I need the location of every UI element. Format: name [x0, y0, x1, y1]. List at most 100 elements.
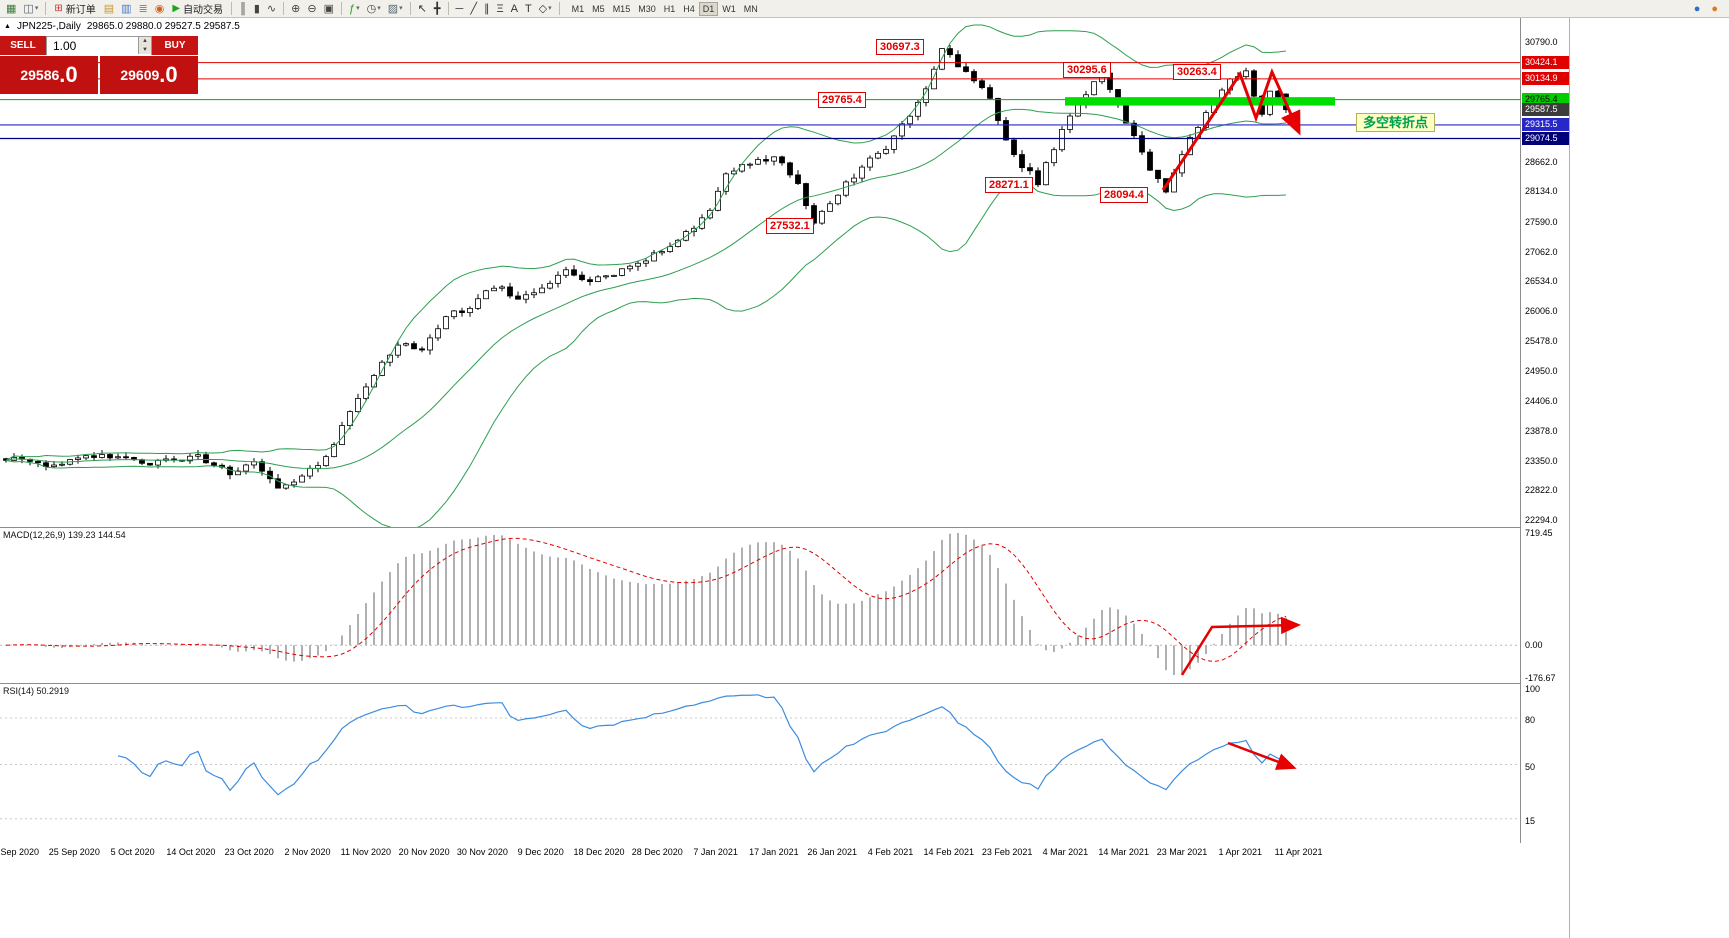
price-axis[interactable]: 30790.0 28662.0 28134.0 27590.0 27062.0 26534…: [1520, 18, 1569, 843]
timeframe-h4-button[interactable]: H4: [683, 3, 695, 14]
channel-icon[interactable]: ∥: [483, 2, 490, 15]
turning-point-note[interactable]: 多空转折点: [1356, 113, 1436, 132]
rsi-axis-level: 80: [1525, 715, 1536, 725]
toolbar: ▦ ◫ ▾ ⊞ 新订单 ▤ ▥ ≣ ◉ ▶ 自动交易 ║ ▮ ∿ ⊕ ⊖ ▣ ƒ ▾ ◷ ▾ ▨ ▾ ↖ ╋ ─ ╱ ∥ Ξ A T ◇ ▾ M1…: [0, 0, 1729, 18]
zoom-out-icon[interactable]: ⊖: [307, 2, 317, 15]
timeframe-mn-button[interactable]: MN: [743, 3, 758, 14]
timeframe-m15-button[interactable]: M15: [612, 3, 631, 14]
timeframe-h1-button[interactable]: H1: [663, 3, 676, 14]
price-axis-tick: 28662.0: [1525, 156, 1558, 167]
auto-trading-button[interactable]: ▶ 自动交易: [168, 1, 227, 17]
label-icon[interactable]: T: [524, 2, 532, 15]
date-axis[interactable]: 6 Sep 2020 25 Sep 2020 5 Oct 2020 14 Oct 20…: [0, 843, 1569, 861]
price-axis-tick: 22294.0: [1525, 515, 1558, 525]
dropdown-caret-icon: ▾: [377, 4, 381, 12]
price-axis-box: 29587.5: [1522, 102, 1569, 116]
price-axis-box: 30424.1: [1522, 55, 1569, 69]
timeframe-d1-button[interactable]: D1: [698, 1, 719, 16]
cursor-icon[interactable]: ↖: [417, 2, 427, 15]
macd-indicator-label: MACD(12,26,9) 139.23 144.54: [3, 530, 126, 540]
rsi-indicator-label: RSI(14) 50.2919: [3, 686, 70, 696]
volume-input[interactable]: [47, 37, 151, 55]
trade-panel-prices: 29586 .0 29609 .0: [0, 56, 198, 94]
timeframe-m30-button[interactable]: M30: [638, 3, 656, 14]
price-annotation-label[interactable]: 28271.1: [985, 177, 1033, 193]
fibonacci-icon[interactable]: Ξ: [496, 2, 504, 15]
new-chart-icon[interactable]: ▦: [6, 2, 17, 15]
price-annotation-label[interactable]: 30295.6: [1063, 62, 1111, 78]
line-chart-type-icon[interactable]: ∿: [266, 2, 277, 15]
trendline-icon[interactable]: ╱: [470, 2, 477, 15]
price-annotation-label[interactable]: 29765.4: [818, 92, 866, 108]
new-order-button[interactable]: ⊞ 新订单: [50, 1, 99, 17]
data-window-icon[interactable]: ▥: [121, 2, 132, 15]
price-annotation-label[interactable]: 30263.4: [1173, 64, 1221, 80]
crosshair-icon[interactable]: ╋: [433, 2, 441, 15]
hline-icon[interactable]: ─: [455, 2, 464, 15]
date-axis-label: 26 Jan 2021: [807, 847, 857, 857]
volume-up-button[interactable]: ▲: [138, 37, 151, 46]
navigator-icon[interactable]: ≣: [138, 2, 148, 15]
shapes-icon[interactable]: ◇ ▾: [538, 2, 552, 15]
sell-price-main: 29586: [20, 67, 60, 83]
ohlc-values: 29865.0 29880.0 29527.5 29587.5: [86, 21, 240, 32]
candlestick-type-icon[interactable]: ▮: [253, 2, 260, 15]
chart-title: ▲ JPN225-,Daily 29865.0 29880.0 29527.5 …: [4, 21, 240, 32]
timeframe-m1-button[interactable]: M1: [571, 3, 585, 14]
price-axis-tick: 26534.0: [1525, 276, 1558, 287]
price-annotation-label[interactable]: 28094.4: [1100, 187, 1148, 203]
price-axis-box: 29315.5: [1522, 117, 1569, 131]
toolbar-separator: [409, 2, 411, 15]
macd-panel[interactable]: [0, 527, 1520, 683]
toolbar-separator: [447, 2, 449, 15]
price-chart[interactable]: [0, 18, 1520, 527]
bar-chart-type-icon[interactable]: ║: [239, 2, 247, 15]
date-axis-label: 18 Dec 2020: [573, 847, 625, 857]
price-axis-tick: 22822.0: [1525, 485, 1558, 496]
timeframe-m5-button[interactable]: M5: [592, 3, 605, 14]
new-order-button-icon: ⊞: [54, 3, 63, 14]
price-axis-tick: 30790.0: [1525, 37, 1558, 47]
notifications-icon[interactable]: ●: [1711, 2, 1718, 15]
market-watch-icon[interactable]: ▤: [103, 2, 115, 15]
date-axis-label: 23 Oct 2020: [224, 847, 274, 857]
volume-down-button[interactable]: ▼: [138, 45, 151, 54]
templates-icon[interactable]: ▨ ▾: [387, 2, 403, 15]
zoom-in-icon[interactable]: ⊕: [291, 2, 301, 15]
tile-windows-icon[interactable]: ▣: [323, 2, 334, 15]
toolbar-separator: [340, 2, 342, 15]
toolbar-items: ▦ ◫ ▾ ⊞ 新订单 ▤ ▥ ≣ ◉ ▶ 自动交易 ║ ▮ ∿ ⊕ ⊖ ▣ ƒ ▾ ◷ ▾ ▨ ▾ ↖ ╋ ─ ╱ ∥ Ξ A T ◇ ▾ M1…: [3, 1, 1691, 17]
sell-price-big: .0: [59, 61, 78, 87]
price-axis-tick: 26006.0: [1525, 306, 1558, 317]
dropdown-caret-icon: ▾: [34, 4, 39, 12]
terminal-icon[interactable]: ◉: [154, 2, 165, 15]
sell-button[interactable]: SELL: [0, 36, 46, 55]
text-icon[interactable]: A: [510, 2, 518, 15]
price-axis-tick: 27062.0: [1525, 246, 1558, 257]
price-axis-box: 30134.9: [1522, 71, 1569, 85]
date-axis-label: 25 Sep 2020: [48, 847, 100, 857]
price-axis-tick: 27590.0: [1525, 217, 1558, 228]
panel-separator[interactable]: [0, 683, 1569, 684]
periods-icon[interactable]: ◷ ▾: [366, 2, 381, 15]
price-axis-tick: 23878.0: [1525, 425, 1558, 436]
date-axis-label: 1 Apr 2021: [1218, 847, 1263, 857]
price-axis-tick: 24406.0: [1525, 396, 1558, 407]
collapse-trade-panel-icon[interactable]: ▲: [4, 23, 11, 30]
buy-price-big: .0: [159, 61, 178, 87]
price-annotation-label[interactable]: 30697.3: [876, 39, 924, 55]
buy-price-main: 29609: [120, 67, 160, 83]
community-icon[interactable]: ●: [1693, 2, 1701, 15]
buy-price-button[interactable]: 29609 .0: [100, 56, 198, 94]
date-axis-label: 23 Feb 2021: [981, 847, 1033, 857]
timeframe-w1-button[interactable]: W1: [722, 3, 736, 14]
timeframe-buttons: M1 M5 M15 M30 H1 H4 D1 W1 MN: [568, 1, 762, 16]
chart-profiles-icon[interactable]: ◫ ▾: [23, 2, 39, 15]
panel-separator[interactable]: [0, 527, 1569, 528]
date-axis-label: 6 Sep 2020: [0, 847, 40, 857]
indicators-icon[interactable]: ƒ ▾: [348, 2, 360, 15]
rsi-panel[interactable]: [0, 683, 1520, 843]
sell-price-button[interactable]: 29586 .0: [0, 56, 98, 94]
buy-button[interactable]: BUY: [152, 36, 198, 55]
price-annotation-label[interactable]: 27532.1: [766, 218, 814, 234]
